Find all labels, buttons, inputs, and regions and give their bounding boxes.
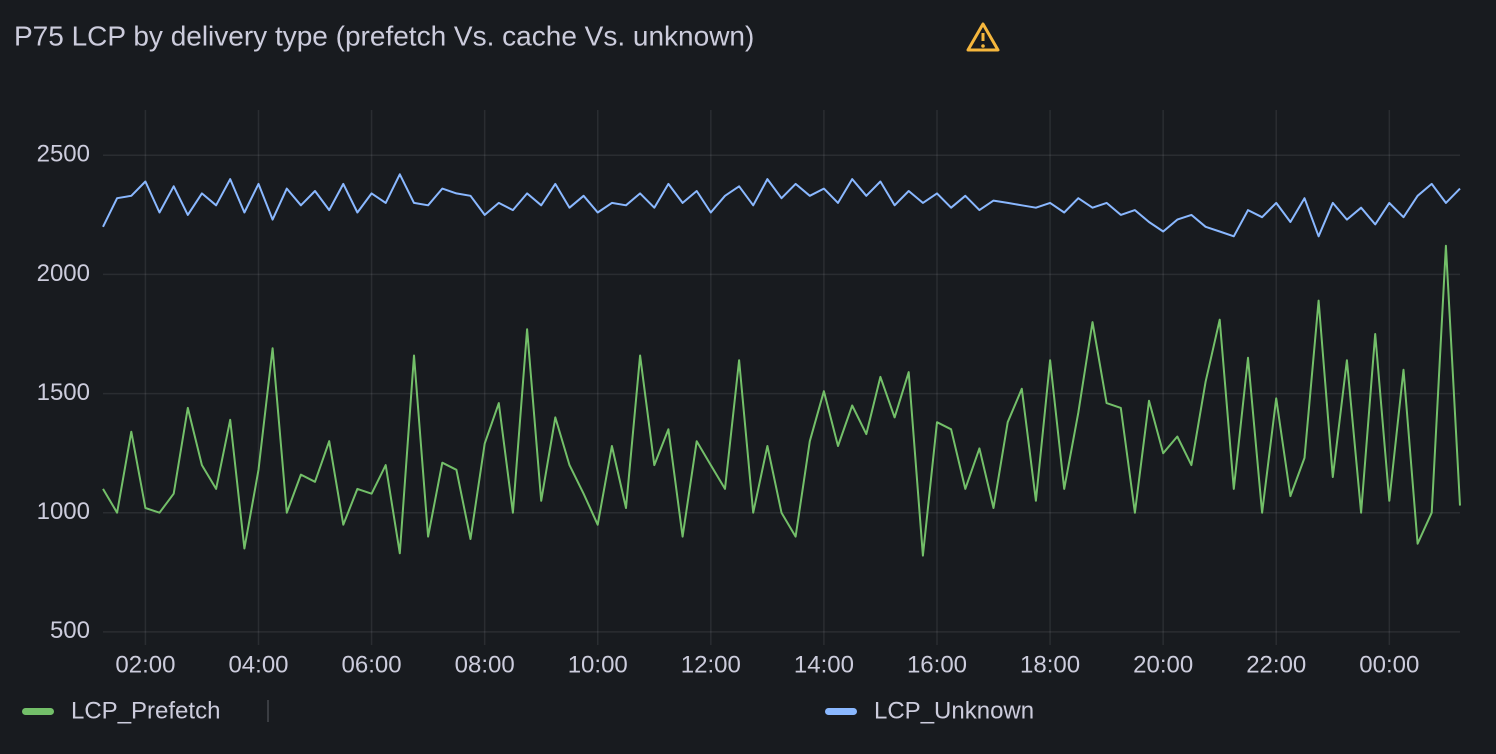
y-tick-label: 2500 xyxy=(37,141,90,168)
x-tick-label: 10:00 xyxy=(568,651,628,678)
legend-swatch xyxy=(825,708,857,715)
x-tick-label: 00:00 xyxy=(1359,651,1419,678)
legend-label[interactable]: LCP_Prefetch xyxy=(71,697,220,724)
panel-title: P75 LCP by delivery type (prefetch Vs. c… xyxy=(14,20,754,51)
x-tick-label: 04:00 xyxy=(228,651,288,678)
x-tick-label: 12:00 xyxy=(681,651,741,678)
y-tick-label: 2000 xyxy=(37,260,90,287)
legend-label[interactable]: LCP_Unknown xyxy=(874,697,1034,724)
series-line xyxy=(102,173,1461,238)
x-tick-label: 14:00 xyxy=(794,651,854,678)
x-tick-label: 22:00 xyxy=(1246,651,1306,678)
series-line xyxy=(102,244,1461,557)
legend-swatch xyxy=(22,708,54,715)
x-tick-label: 02:00 xyxy=(115,651,175,678)
x-tick-label: 08:00 xyxy=(455,651,515,678)
y-tick-label: 500 xyxy=(50,617,90,644)
warning-icon[interactable] xyxy=(966,22,1000,52)
x-tick-label: 06:00 xyxy=(342,651,402,678)
x-tick-label: 16:00 xyxy=(907,651,967,678)
y-tick-label: 1500 xyxy=(37,379,90,406)
x-tick-label: 20:00 xyxy=(1133,651,1193,678)
x-tick-label: 18:00 xyxy=(1020,651,1080,678)
y-tick-label: 1000 xyxy=(37,498,90,525)
